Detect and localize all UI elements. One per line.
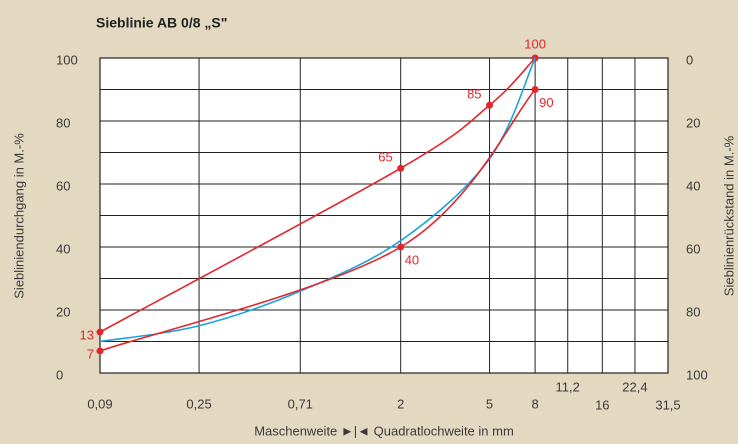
y2-tick-label: 40 (686, 178, 700, 193)
data-point (96, 347, 104, 355)
x-tick-label: 16 (595, 397, 609, 412)
y-tick-label: 20 (56, 304, 70, 319)
data-point (397, 164, 405, 172)
data-label: 100 (524, 36, 546, 51)
data-point (96, 328, 104, 336)
x-axis-label: Maschenweite ►|◄ Quadratlochweite in mm (254, 423, 514, 438)
data-label: 7 (87, 346, 94, 361)
y2-tick-label: 80 (686, 304, 700, 319)
series-line (99, 88, 536, 352)
data-point (486, 101, 494, 109)
data-label: 90 (539, 95, 553, 110)
data-label: 65 (378, 150, 392, 165)
x-tick-label: 22,4 (622, 379, 647, 394)
data-label: 13 (80, 327, 94, 342)
x-tick-label: 0,25 (186, 396, 211, 411)
data-point (397, 243, 405, 251)
x-tick-label: 11,2 (556, 379, 580, 394)
x-tick-label: 0,09 (87, 396, 112, 411)
y2-tick-label: 20 (686, 115, 700, 130)
x-tick-label: 8 (531, 396, 538, 411)
series-line (99, 57, 536, 333)
y2-tick-label: 100 (686, 367, 708, 382)
x-tick-label: 5 (486, 396, 493, 411)
data-point (531, 86, 539, 93)
y-tick-label: 0 (56, 367, 63, 382)
y-tick-label: 40 (56, 241, 70, 256)
x-tick-label: 0,71 (288, 396, 313, 411)
data-label: 85 (467, 87, 481, 102)
chart-title: Sieblinie AB 0/8 „S" (96, 15, 227, 31)
y-tick-label: 80 (56, 115, 70, 130)
data-label: 40 (405, 252, 419, 267)
y2-tick-label: 0 (686, 52, 693, 67)
y-tick-label: 60 (56, 178, 70, 193)
y2-tick-label: 60 (686, 241, 700, 256)
y-axis-label: Sieblinien­durchgang in M.-% (11, 133, 26, 299)
y2-axis-label: Sieblinienrückstand in M.-% (721, 135, 736, 296)
x-tick-label: 31,5 (655, 397, 680, 412)
y-tick-label: 100 (56, 52, 78, 67)
x-tick-label: 2 (397, 396, 404, 411)
